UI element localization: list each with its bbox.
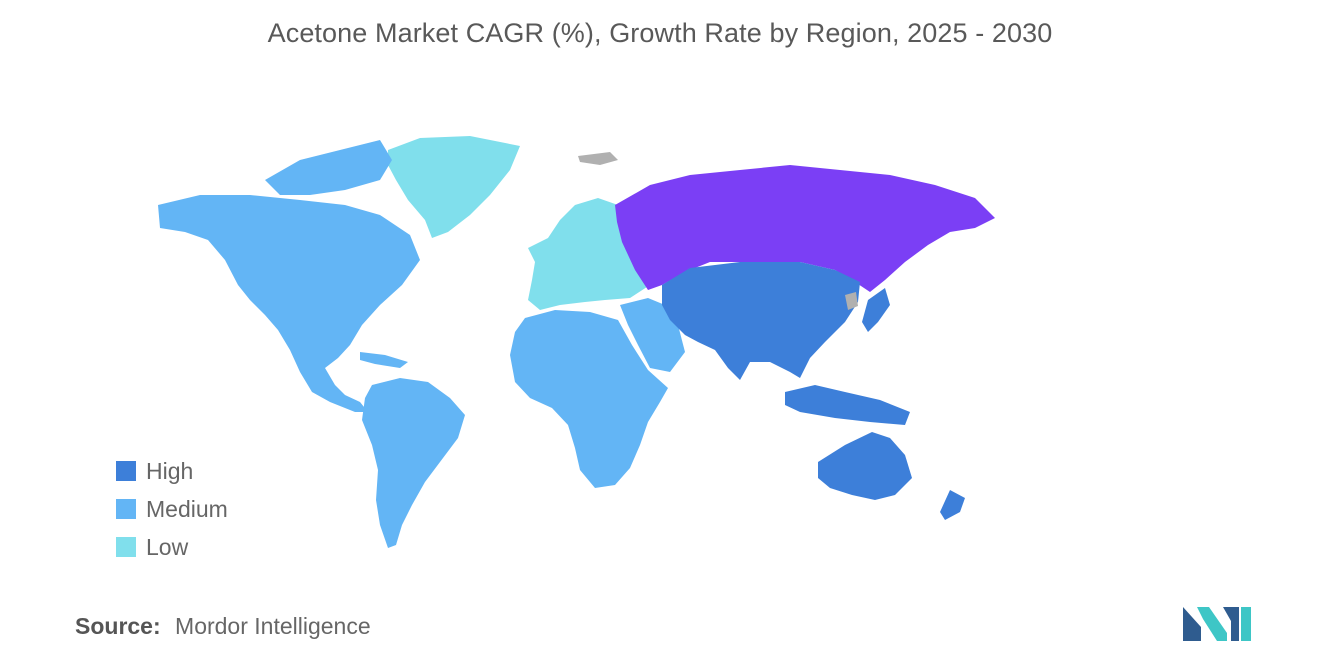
logo-shape-mid: [1197, 607, 1227, 641]
source-value: Mordor Intelligence: [175, 613, 371, 639]
region-greenland: [388, 136, 520, 238]
region-asia-pacific: [662, 262, 860, 380]
logo-shape-left: [1183, 607, 1201, 641]
region-australia: [818, 432, 912, 500]
logo-shape-edge: [1241, 607, 1251, 641]
region-southeast-asia: [785, 385, 910, 425]
region-japan: [862, 288, 890, 332]
source-note: Source: Mordor Intelligence: [75, 613, 371, 640]
legend: High Medium Low: [116, 452, 228, 566]
region-south-america: [362, 378, 465, 548]
legend-swatch-medium: [116, 499, 136, 519]
legend-item-low: Low: [116, 528, 228, 566]
region-new-zealand: [940, 490, 965, 520]
source-label: Source:: [75, 613, 161, 639]
legend-label-high: High: [146, 458, 193, 485]
mordor-logo: [1183, 603, 1251, 641]
region-caribbean: [360, 352, 408, 368]
legend-label-low: Low: [146, 534, 188, 561]
legend-item-medium: Medium: [116, 490, 228, 528]
legend-label-medium: Medium: [146, 496, 228, 523]
legend-swatch-low: [116, 537, 136, 557]
region-svalbard: [578, 152, 618, 165]
region-north-america: [158, 195, 420, 412]
legend-item-high: High: [116, 452, 228, 490]
legend-swatch-high: [116, 461, 136, 481]
region-arctic-islands: [265, 140, 392, 195]
